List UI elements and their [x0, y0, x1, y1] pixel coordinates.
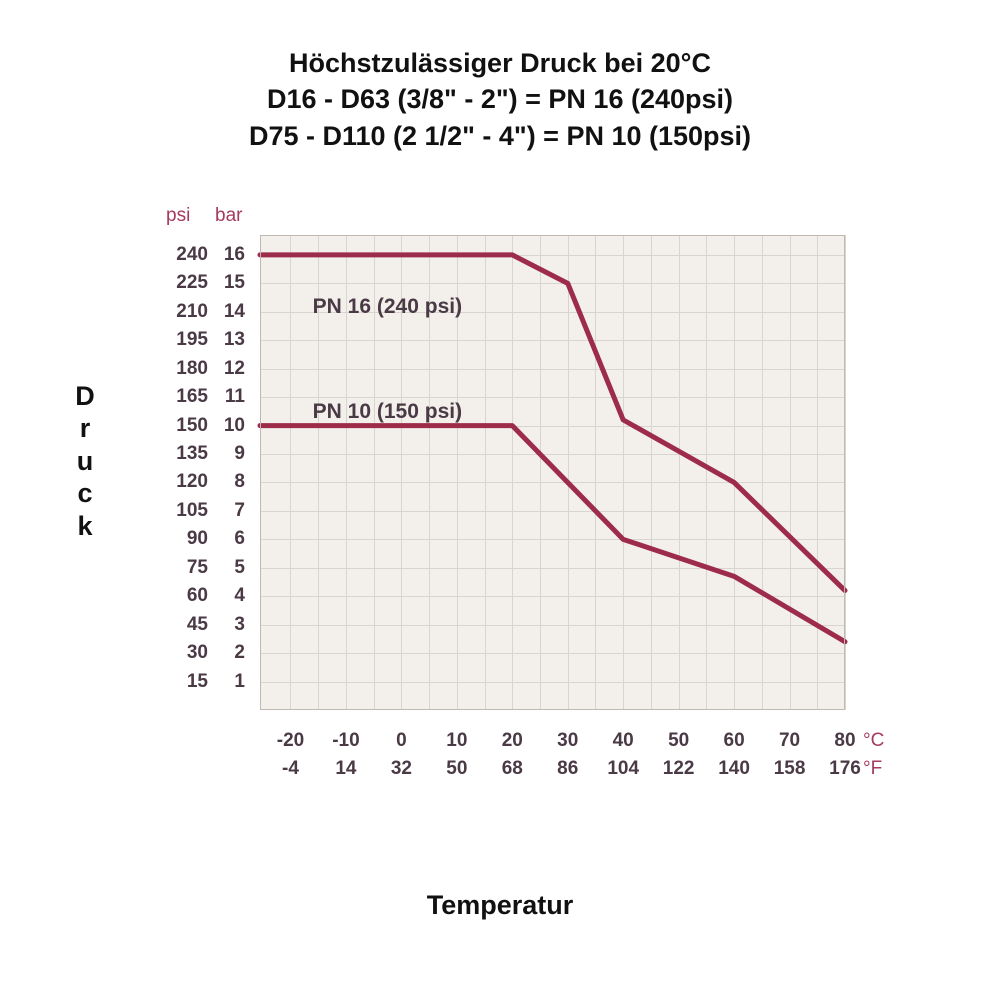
y-tick-psi: 240 [160, 244, 208, 266]
y-tick-psi: 150 [160, 415, 208, 437]
y-tick-bar: 8 [215, 471, 245, 493]
y-tick-psi: 195 [160, 329, 208, 351]
x-tick-c: -20 [265, 730, 315, 752]
x-tick-c: 20 [487, 730, 537, 752]
y-header-psi: psi [166, 205, 190, 227]
x-tick-f: 104 [598, 758, 648, 780]
y-tick-psi: 105 [160, 500, 208, 522]
title-line-2: D16 - D63 (3/8" - 2") = PN 16 (240psi) [0, 81, 1000, 117]
x-tick-c: 40 [598, 730, 648, 752]
y-tick-bar: 5 [215, 557, 245, 579]
y-tick-bar: 14 [215, 301, 245, 323]
x-unit-fahrenheit: °F [863, 758, 882, 780]
y-tick-bar: 12 [215, 358, 245, 380]
x-unit-celsius: °C [863, 730, 884, 752]
x-tick-c: -10 [321, 730, 371, 752]
y-tick-bar: 15 [215, 272, 245, 294]
x-tick-f: 50 [432, 758, 482, 780]
x-tick-f: 32 [376, 758, 426, 780]
y-tick-psi: 225 [160, 272, 208, 294]
y-tick-psi: 60 [160, 585, 208, 607]
series-label: PN 10 (150 psi) [313, 400, 462, 424]
y-tick-bar: 13 [215, 329, 245, 351]
x-tick-c: 50 [654, 730, 704, 752]
y-tick-bar: 1 [215, 671, 245, 693]
pressure-temperature-chart: psi bar PN 16 (240 psi) PN 10 (150 psi) 1… [160, 200, 920, 850]
y-tick-bar: 9 [215, 443, 245, 465]
x-tick-f: 158 [765, 758, 815, 780]
x-tick-f: -4 [265, 758, 315, 780]
y-tick-psi: 120 [160, 471, 208, 493]
y-tick-psi: 45 [160, 614, 208, 636]
title-line-1: Höchstzulässiger Druck bei 20°C [0, 45, 1000, 81]
y-tick-psi: 210 [160, 301, 208, 323]
y-tick-bar: 7 [215, 500, 245, 522]
x-tick-c: 10 [432, 730, 482, 752]
y-header-bar: bar [215, 205, 242, 227]
y-tick-psi: 165 [160, 386, 208, 408]
y-tick-psi: 75 [160, 557, 208, 579]
series-label: PN 16 (240 psi) [313, 295, 462, 319]
x-tick-c: 0 [376, 730, 426, 752]
x-tick-c: 70 [765, 730, 815, 752]
y-tick-psi: 90 [160, 528, 208, 550]
y-tick-bar: 4 [215, 585, 245, 607]
x-tick-f: 14 [321, 758, 371, 780]
y-tick-bar: 2 [215, 642, 245, 664]
series-line [260, 426, 845, 642]
y-axis-title: Druck [70, 380, 100, 542]
x-tick-f: 68 [487, 758, 537, 780]
y-tick-psi: 135 [160, 443, 208, 465]
y-tick-psi: 15 [160, 671, 208, 693]
x-tick-f: 140 [709, 758, 759, 780]
chart-title: Höchstzulässiger Druck bei 20°C D16 - D6… [0, 45, 1000, 154]
y-tick-bar: 11 [215, 386, 245, 408]
x-tick-f: 122 [654, 758, 704, 780]
y-tick-psi: 30 [160, 642, 208, 664]
page: Höchstzulässiger Druck bei 20°C D16 - D6… [0, 0, 1000, 1000]
x-tick-f: 86 [543, 758, 593, 780]
y-tick-bar: 3 [215, 614, 245, 636]
y-tick-bar: 16 [215, 244, 245, 266]
plot-area: PN 16 (240 psi) PN 10 (150 psi) [260, 235, 845, 710]
y-tick-bar: 6 [215, 528, 245, 550]
x-axis-title: Temperatur [0, 890, 1000, 921]
x-tick-c: 30 [543, 730, 593, 752]
title-line-3: D75 - D110 (2 1/2" - 4") = PN 10 (150psi… [0, 118, 1000, 154]
x-tick-c: 60 [709, 730, 759, 752]
y-tick-bar: 10 [215, 415, 245, 437]
y-tick-psi: 180 [160, 358, 208, 380]
